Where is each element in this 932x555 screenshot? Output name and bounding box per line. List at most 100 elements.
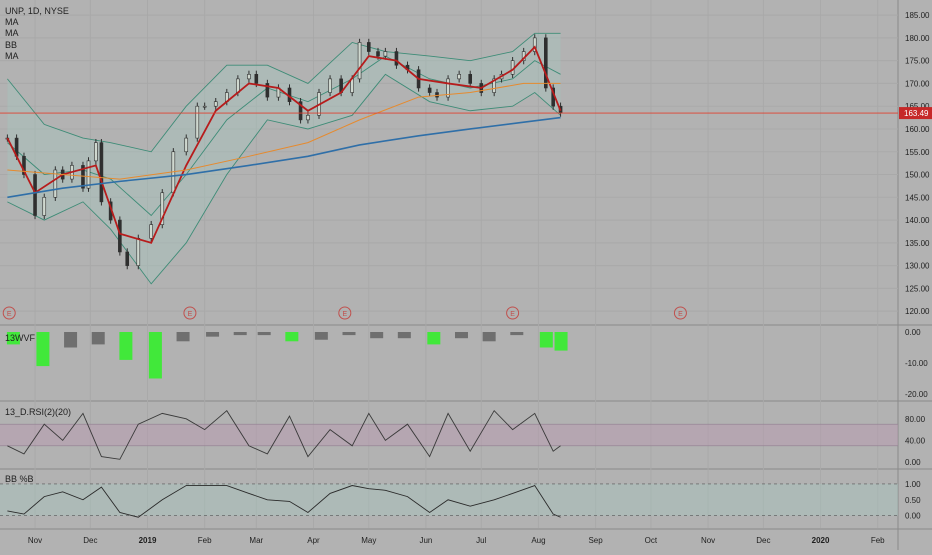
y-tick-label: 180.00 (905, 34, 930, 43)
last-price-tag (899, 107, 932, 120)
candle-body (86, 160, 91, 189)
wvf-bar (119, 332, 133, 360)
wvf-bar (397, 332, 411, 339)
y-tick-label: 185.00 (905, 11, 930, 20)
bollinger-line (7, 32, 561, 153)
y-tick-label: 145.00 (905, 193, 930, 202)
candle-body (328, 78, 332, 93)
wvf-bar (257, 332, 271, 336)
candle-body (53, 169, 58, 198)
wvf-bar (510, 332, 524, 336)
candle-body (22, 156, 26, 175)
rsi-band (0, 424, 898, 446)
earnings-marker-label: E (678, 311, 683, 318)
x-tick-label: Oct (645, 536, 658, 545)
candle-body (247, 74, 251, 80)
candle-body (195, 105, 200, 139)
wvf-bar (233, 332, 247, 336)
candle-body (446, 78, 450, 98)
wvf-bar (285, 332, 299, 342)
x-tick-label: Dec (83, 536, 97, 545)
bb-pct-y-tick-label: 0.00 (905, 512, 921, 521)
rsi-y-tick-label: 80.00 (905, 415, 926, 424)
wvf-bar (554, 332, 568, 351)
overlay-ma-3[interactable]: MA (5, 50, 19, 61)
bb-pct-pane[interactable] (0, 483, 898, 518)
bb-pct-pane-label[interactable]: BB %B (5, 474, 34, 484)
earnings-marker (673, 306, 687, 320)
wvf-bar (314, 332, 328, 340)
moving-average-line (7, 82, 561, 180)
candle-body (383, 51, 388, 57)
y-tick-label: 140.00 (905, 216, 930, 225)
y-tick-label: 150.00 (905, 171, 930, 180)
bollinger-band-fill (7, 33, 561, 284)
wvf-bar (206, 332, 220, 337)
overlay-ma-2[interactable]: MA (5, 28, 19, 39)
earnings-marker-label: E (510, 311, 515, 318)
candle-body (94, 142, 98, 162)
x-tick-label: 2020 (812, 536, 830, 545)
x-tick-label: Nov (28, 536, 42, 545)
candle-body (435, 92, 439, 98)
rsi-pane-label[interactable]: 13_D.RSI(2)(20) (5, 407, 72, 417)
x-tick-label: Feb (198, 536, 212, 545)
candle-body (366, 42, 371, 52)
earnings-marker (183, 306, 197, 320)
x-tick-label: Mar (249, 536, 263, 545)
rsi-pane[interactable] (0, 409, 898, 460)
wvf-bar (36, 332, 50, 367)
y-tick-label: 170.00 (905, 79, 930, 88)
rsi-y-tick-label: 0.00 (905, 458, 921, 467)
wvf-pane-label[interactable]: 13WVF (5, 333, 36, 343)
bb-pct-line (7, 484, 561, 518)
x-tick-label: Apr (307, 536, 320, 545)
rsi-line (7, 409, 561, 460)
x-tick-label: May (361, 536, 376, 545)
wvf-bar (454, 332, 468, 339)
candle-body (136, 237, 141, 266)
last-price-label: 163.49 (904, 109, 929, 118)
candle-body (81, 165, 85, 189)
x-tick-label: Feb (871, 536, 885, 545)
wvf-y-tick-label: -10.00 (905, 359, 928, 368)
earnings-marker-label: E (342, 311, 347, 318)
candle-body (492, 78, 496, 93)
candle-body (427, 87, 432, 93)
candle-body (394, 51, 399, 66)
bb-pct-y-tick-label: 1.00 (905, 480, 921, 489)
candle-body (306, 115, 310, 121)
earnings-marker (338, 306, 352, 320)
candle-body (149, 224, 154, 239)
wvf-bar (370, 332, 384, 339)
wvf-bar (176, 332, 190, 342)
candle-body (118, 219, 122, 253)
x-tick-label: Sep (588, 536, 603, 545)
x-tick-label: Nov (701, 536, 715, 545)
symbol-title: UNP, 1D, NYSE (5, 6, 69, 16)
y-tick-label: 165.00 (905, 102, 930, 111)
x-tick-label: Aug (531, 536, 545, 545)
candle-body (265, 83, 270, 98)
moving-average-line (6, 45, 562, 244)
candle-body (184, 137, 189, 153)
wvf-bar (427, 332, 441, 345)
wvf-bar (342, 332, 356, 336)
overlay-bb[interactable]: BB (5, 39, 18, 50)
overlay-ma-1[interactable]: MA (5, 17, 19, 28)
x-tick-label: Jul (476, 536, 486, 545)
wvf-bar (91, 332, 105, 345)
wvf-bar (64, 332, 78, 348)
wvf-pane[interactable] (6, 332, 568, 379)
y-tick-label: 160.00 (905, 125, 930, 134)
chart-legend: UNP, 1D, NYSE MA MA BB MA (5, 6, 69, 62)
candle-body (33, 174, 37, 216)
wvf-bar (539, 332, 553, 348)
candle-body (99, 142, 104, 203)
earnings-marker (506, 306, 520, 320)
wvf-bar (148, 332, 162, 379)
y-tick-label: 120.00 (905, 307, 930, 316)
